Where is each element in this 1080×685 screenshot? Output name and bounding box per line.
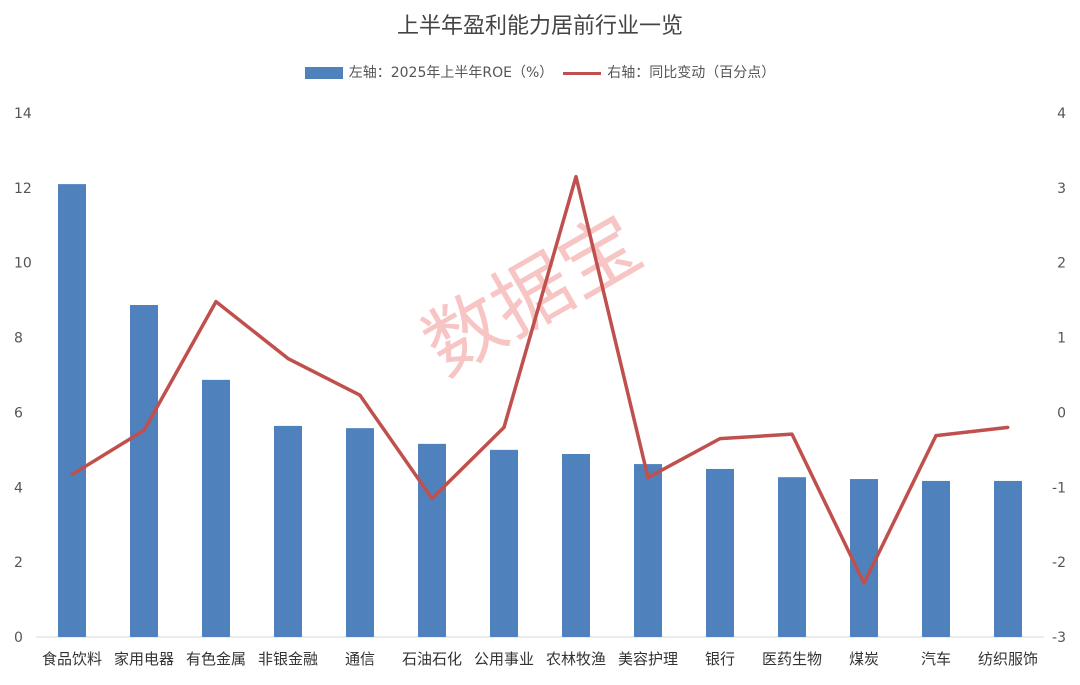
y-left-tick-label: 6 <box>14 405 23 421</box>
x-tick-label: 通信 <box>345 650 375 668</box>
line-point <box>718 437 722 441</box>
line-point <box>646 476 650 480</box>
y-right-tick-label: 3 <box>1057 181 1066 197</box>
x-tick-label: 家用电器 <box>114 650 174 668</box>
line-point <box>142 428 146 432</box>
bar <box>778 477 806 637</box>
y-right-tick-label: 2 <box>1057 256 1066 272</box>
y-left-tick-label: 0 <box>14 630 23 646</box>
x-tick-label: 汽车 <box>921 650 951 668</box>
line-point <box>502 425 506 429</box>
line-point <box>934 434 938 438</box>
legend-line-label: 右轴：同比变动（百分点） <box>607 65 776 81</box>
x-tick-label: 农林牧渔 <box>546 650 606 668</box>
bar <box>706 468 734 637</box>
y-left-tick-label: 14 <box>14 106 32 122</box>
y-left-tick-label: 8 <box>14 331 23 347</box>
x-tick-label: 纺织服饰 <box>978 650 1038 668</box>
y-right-tick-label: 4 <box>1057 106 1066 122</box>
bar <box>130 305 158 637</box>
y-right-tick-label: -3 <box>1052 630 1066 646</box>
bar <box>634 464 662 637</box>
bar <box>850 479 878 637</box>
legend-bar-label: 左轴：2025年上半年ROE（%） <box>348 65 554 81</box>
legend-item-bar: 左轴：2025年上半年ROE（%） <box>304 62 554 82</box>
bar <box>202 379 230 637</box>
bar <box>346 428 374 637</box>
y-right-tick-label: -2 <box>1052 555 1066 571</box>
y-right-tick-label: -1 <box>1052 480 1066 496</box>
line-point <box>286 357 290 361</box>
bar <box>274 425 302 637</box>
legend: 左轴：2025年上半年ROE（%） 右轴：同比变动（百分点） <box>0 62 1080 82</box>
bar <box>922 480 950 637</box>
line-point <box>70 473 74 477</box>
y-left-tick-label: 2 <box>14 555 23 571</box>
y-right-tick-label: 0 <box>1057 405 1066 421</box>
bar <box>58 184 86 637</box>
x-tick-label: 煤炭 <box>849 650 879 668</box>
line-point <box>214 300 218 304</box>
x-tick-label: 医药生物 <box>762 650 822 668</box>
line-point <box>574 175 578 179</box>
y-left-tick-label: 10 <box>14 256 32 272</box>
y-left-tick-label: 12 <box>14 181 32 197</box>
bar <box>994 480 1022 637</box>
legend-bar-swatch <box>304 67 343 79</box>
bar <box>490 449 518 637</box>
chart-title: 上半年盈利能力居前行业一览 <box>396 14 683 39</box>
line-point <box>358 393 362 397</box>
x-tick-label: 美容护理 <box>618 650 678 668</box>
legend-item-line: 右轴：同比变动（百分点） <box>563 62 775 82</box>
line-point <box>1006 425 1010 429</box>
x-tick-label: 银行 <box>705 650 735 668</box>
x-tick-label: 公用事业 <box>474 650 534 668</box>
series-line <box>71 174 1009 585</box>
y-right-tick-label: 1 <box>1057 331 1066 347</box>
legend-line-swatch <box>563 71 602 75</box>
line-point <box>430 497 434 501</box>
bar <box>418 443 446 637</box>
line-point <box>862 581 866 585</box>
line-point <box>790 432 794 436</box>
x-tick-label: 石油石化 <box>402 650 462 668</box>
x-tick-label: 非银金融 <box>258 650 318 668</box>
bar <box>562 453 590 637</box>
y-left-tick-label: 4 <box>14 480 23 496</box>
x-tick-label: 有色金属 <box>186 650 246 668</box>
x-tick-label: 食品饮料 <box>42 650 102 668</box>
